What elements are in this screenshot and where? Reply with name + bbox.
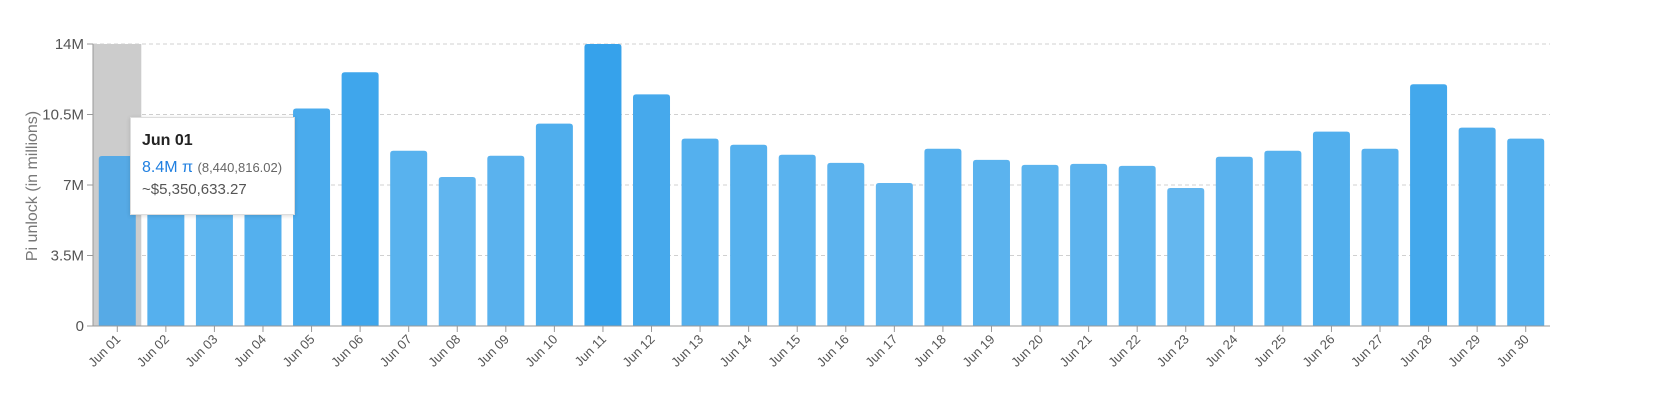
bar-jun-10[interactable] (535, 123, 573, 326)
bar-jun-14[interactable] (730, 144, 768, 326)
bar-jun-20[interactable] (1021, 164, 1059, 326)
x-tick-label: Jun 04 (231, 332, 269, 370)
x-tick-label: Jun 02 (134, 332, 172, 370)
x-tick-label: Jun 16 (814, 332, 852, 370)
x-tick-label: Jun 18 (911, 332, 949, 370)
bar-jun-15[interactable] (778, 154, 816, 326)
bar-jun-29[interactable] (1458, 127, 1496, 326)
bar-jun-19[interactable] (972, 159, 1010, 326)
x-tick-label: Jun 24 (1202, 332, 1240, 370)
bar-jun-28[interactable] (1410, 84, 1448, 327)
bar-jun-08[interactable] (438, 176, 476, 326)
x-tick-label: Jun 01 (85, 332, 123, 370)
x-tick-label: Jun 11 (572, 332, 610, 370)
chart-tooltip: Jun 01 8.4M π (8,440,816.02) ~$5,350,633… (130, 117, 295, 215)
bar-jun-07[interactable] (390, 150, 428, 326)
x-tick-label: Jun 25 (1251, 332, 1289, 370)
x-tick-label: Jun 07 (377, 332, 415, 370)
bar-jun-16[interactable] (827, 162, 865, 326)
tooltip-usd-value: ~$5,350,633.27 (142, 181, 247, 198)
y-tick-label: 10.5M (42, 107, 84, 124)
x-tick-label: Jun 15 (765, 332, 803, 370)
bar-jun-27[interactable] (1361, 148, 1399, 326)
x-tick-label: Jun 05 (279, 332, 317, 370)
y-axis-title: Pi unlock (in millions) (24, 111, 41, 261)
bar-jun-25[interactable] (1264, 150, 1302, 326)
tooltip-value: 8.4M π (142, 159, 194, 176)
tooltip-exact-value: (8,440,816.02) (197, 160, 283, 175)
y-tick-labels: 0 3.5M 7M 10.5M 14M (42, 36, 84, 335)
bar-jun-05[interactable] (293, 108, 331, 326)
x-tick-labels: Jun 01 Jun 02 Jun 03 Jun 04 Jun 05 Jun 06 Jun … (85, 332, 1532, 370)
bar-jun-26[interactable] (1312, 131, 1350, 326)
x-tick-label: Jun 26 (1299, 332, 1337, 370)
bar-jun-11[interactable] (584, 44, 622, 326)
tooltip-date: Jun 01 (142, 132, 193, 149)
x-tick-label: Jun 21 (1057, 332, 1095, 370)
x-tick-label: Jun 03 (182, 332, 220, 370)
x-tick-label: Jun 06 (328, 332, 366, 370)
x-tick-label: Jun 19 (959, 332, 997, 370)
x-tick-label: Jun 13 (668, 332, 706, 370)
x-tick-label: Jun 12 (619, 332, 657, 370)
bar-jun-24[interactable] (1215, 156, 1253, 326)
x-tick-label: Jun 09 (474, 332, 512, 370)
x-tick-label: Jun 29 (1445, 332, 1483, 370)
grid-lines (93, 43, 1550, 256)
x-tick-label: Jun 30 (1494, 332, 1532, 370)
bar-jun-18[interactable] (924, 148, 962, 326)
x-tick-label: Jun 28 (1396, 332, 1434, 370)
x-tick-label: Jun 14 (717, 332, 755, 370)
x-tick-label: Jun 17 (862, 332, 900, 370)
bar-jun-22[interactable] (1118, 165, 1156, 326)
bar-jun-01[interactable] (98, 155, 136, 326)
x-tick-label: Jun 23 (1154, 332, 1192, 370)
axes (87, 43, 1550, 332)
bar-jun-12[interactable] (633, 94, 671, 326)
bar-jun-09[interactable] (487, 155, 525, 326)
x-tick-label: Jun 27 (1348, 332, 1386, 370)
x-tick-label: Jun 20 (1008, 332, 1046, 370)
tooltip-value-row: 8.4M π (8,440,816.02) (142, 158, 283, 178)
bar-jun-06[interactable] (341, 72, 379, 326)
x-tick-label: Jun 08 (425, 332, 463, 370)
bar-jun-21[interactable] (1070, 163, 1108, 326)
bar-jun-17[interactable] (875, 182, 913, 326)
y-tick-label: 7M (63, 177, 84, 194)
bar-jun-13[interactable] (681, 138, 719, 326)
bar-jun-30[interactable] (1507, 138, 1545, 326)
bar-jun-23[interactable] (1167, 188, 1205, 326)
x-tick-label: Jun 10 (522, 332, 560, 370)
y-tick-label: 3.5M (51, 248, 84, 265)
x-tick-label: Jun 22 (1105, 332, 1143, 370)
y-tick-label: 14M (55, 36, 84, 53)
y-tick-label: 0 (76, 318, 84, 335)
